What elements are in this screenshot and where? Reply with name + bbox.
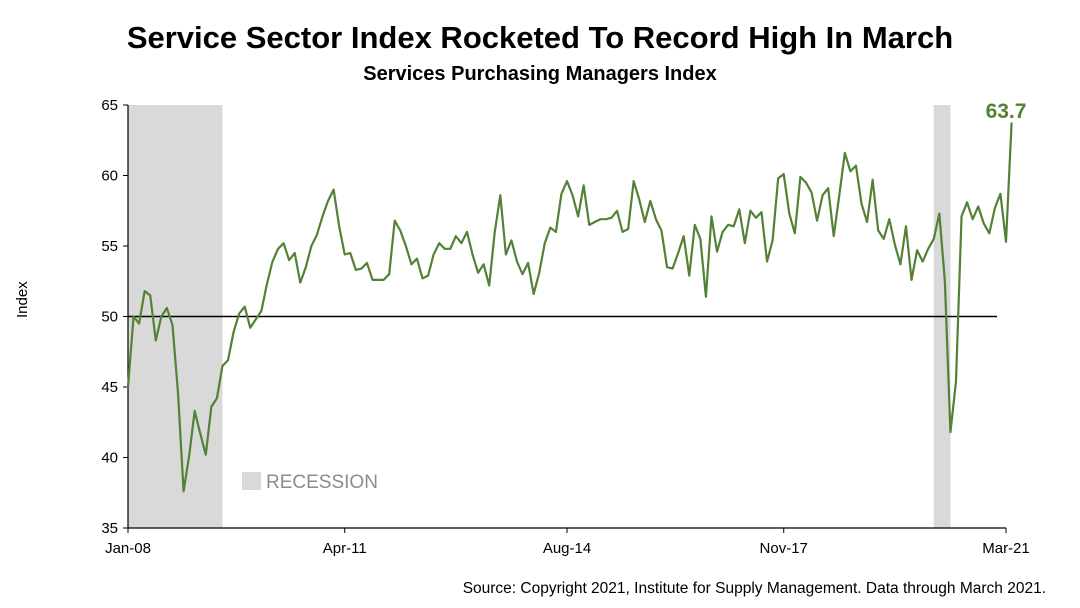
y-tick-label: 45 [101, 379, 118, 396]
legend: RECESSION [242, 472, 378, 493]
x-tick-label: Nov-17 [760, 540, 808, 557]
y-tick-label: 60 [101, 168, 118, 185]
last-value-annotation: 63.7 [986, 100, 1027, 123]
y-tick-label: 40 [101, 450, 118, 467]
x-tick-label: Mar-21 [982, 540, 1030, 557]
y-tick-label: 55 [101, 238, 118, 255]
legend-recession-label: RECESSION [266, 472, 378, 493]
y-tick-label: 65 [101, 97, 118, 114]
chart-subtitle: Services Purchasing Managers Index [363, 63, 717, 85]
x-tick-label: Jan-08 [105, 540, 151, 557]
y-tick-label: 35 [101, 520, 118, 537]
source-note: Source: Copyright 2021, Institute for Su… [462, 580, 1046, 597]
legend-recession-swatch [242, 472, 261, 490]
axis-layer: 35 40 45 50 55 60 65 Jan-08 Apr-11 Aug-14 Nov-17 Ma… [101, 97, 1029, 557]
series-line-0 [126, 122, 1013, 493]
chart-title: Service Sector Index Rocketed To Record … [126, 20, 954, 55]
x-tick-label: Apr-11 [323, 540, 367, 557]
x-tick-label: Aug-14 [543, 540, 591, 557]
y-tick-label: 50 [101, 309, 118, 326]
series-layer [126, 122, 1013, 493]
